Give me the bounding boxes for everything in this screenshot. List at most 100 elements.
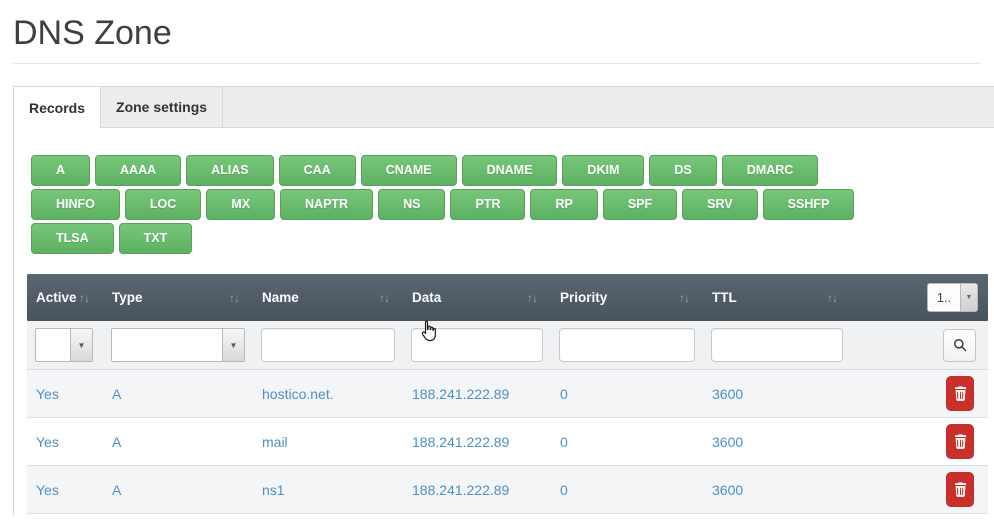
- record-actions-cell: [851, 472, 988, 507]
- record-active-cell: Yes: [27, 482, 103, 498]
- pagination-select[interactable]: 1.. ▼: [927, 283, 978, 312]
- filter-ttl-input[interactable]: [711, 328, 843, 362]
- trash-icon: [954, 386, 967, 401]
- record-data-link[interactable]: 188.241.222.89: [412, 385, 510, 402]
- record-priority-cell: 0: [551, 386, 703, 402]
- record-active-link[interactable]: Yes: [36, 433, 59, 450]
- sort-icon[interactable]: ↑↓: [229, 290, 240, 305]
- record-type-button-dmarc[interactable]: DMARC: [721, 155, 819, 186]
- column-header-priority[interactable]: Priority ↑↓: [551, 290, 703, 305]
- record-type-button-naptr[interactable]: NAPTR: [280, 189, 374, 220]
- filter-data-input[interactable]: [411, 328, 543, 362]
- record-type-cell: A: [103, 386, 253, 402]
- record-type-button-caa[interactable]: CAA: [278, 155, 356, 186]
- sort-icon[interactable]: ↑↓: [79, 290, 90, 305]
- record-active-link[interactable]: Yes: [36, 481, 59, 498]
- record-type-button-loc[interactable]: LOC: [124, 189, 202, 220]
- record-type-button-rp[interactable]: RP: [530, 189, 598, 220]
- record-type-button-row: HINFO LOC MX NAPTR NS PTR RP SPF SRV SSHFP: [31, 189, 985, 223]
- record-active-link[interactable]: Yes: [36, 385, 59, 402]
- record-ttl-cell: 3600: [703, 386, 851, 402]
- filter-active-select[interactable]: ▼: [35, 328, 93, 362]
- column-header-label: Data: [412, 290, 442, 305]
- record-type-button-hinfo[interactable]: HINFO: [31, 189, 120, 220]
- delete-record-button[interactable]: [946, 424, 974, 459]
- record-type-button-aaaa[interactable]: AAAA: [95, 155, 182, 186]
- record-type-button-a[interactable]: A: [31, 155, 91, 186]
- search-button[interactable]: [943, 328, 976, 362]
- tab-label: Records: [29, 99, 86, 116]
- page-title: DNS Zone: [13, 14, 172, 52]
- filter-priority-input[interactable]: [559, 328, 695, 362]
- column-header-data[interactable]: Data ↑↓: [403, 290, 551, 305]
- record-type-link[interactable]: A: [112, 433, 122, 450]
- caret-down-icon: ▼: [70, 329, 92, 361]
- trash-icon: [954, 482, 967, 497]
- record-priority-cell: 0: [551, 482, 703, 498]
- record-type-button-mx[interactable]: MX: [206, 189, 276, 220]
- dns-records-table: Active ↑↓ Type ↑↓ Name ↑↓ Data ↑↓ Priority ↑↓ TTL ↑…: [27, 274, 988, 514]
- record-type-button-cname[interactable]: CNAME: [360, 155, 457, 186]
- tab-zone-settings[interactable]: Zone settings: [101, 87, 224, 127]
- column-header-ttl[interactable]: TTL ↑↓: [703, 290, 851, 305]
- record-ttl-link[interactable]: 3600: [712, 433, 744, 450]
- sort-icon[interactable]: ↑↓: [379, 290, 390, 305]
- record-type-button-tlsa[interactable]: TLSA: [31, 223, 114, 254]
- record-type-button-ptr[interactable]: PTR: [450, 189, 526, 220]
- title-divider: [13, 63, 981, 64]
- filter-cell-type: ▼: [103, 328, 253, 362]
- record-type-button-ns[interactable]: NS: [378, 189, 446, 220]
- delete-record-button[interactable]: [946, 472, 974, 507]
- record-ttl-link[interactable]: 3600: [712, 385, 744, 402]
- search-icon: [953, 338, 967, 352]
- table-filter-row: ▼ ▼: [27, 321, 988, 370]
- record-type-button-spf[interactable]: SPF: [602, 189, 678, 220]
- record-actions-cell: [851, 376, 988, 411]
- caret-down-icon: ▼: [222, 329, 244, 361]
- column-header-label: Priority: [560, 290, 608, 305]
- record-type-button-srv[interactable]: SRV: [682, 189, 758, 220]
- record-priority-link[interactable]: 0: [560, 385, 568, 402]
- sort-icon[interactable]: ↑↓: [527, 290, 538, 305]
- delete-record-button[interactable]: [946, 376, 974, 411]
- record-type-button-txt[interactable]: TXT: [118, 223, 193, 254]
- column-header-label: Active: [36, 290, 77, 305]
- record-type-link[interactable]: A: [112, 385, 122, 402]
- column-header-label: Name: [262, 290, 299, 305]
- record-type-link[interactable]: A: [112, 481, 122, 498]
- record-ttl-link[interactable]: 3600: [712, 481, 744, 498]
- record-priority-link[interactable]: 0: [560, 481, 568, 498]
- record-type-button-dkim[interactable]: DKIM: [562, 155, 645, 186]
- record-type-cell: A: [103, 434, 253, 450]
- column-header-name[interactable]: Name ↑↓: [253, 290, 403, 305]
- record-type-button-ds[interactable]: DS: [649, 155, 717, 186]
- record-type-button-dname[interactable]: DNAME: [461, 155, 558, 186]
- tab-label: Zone settings: [116, 99, 208, 115]
- column-header-type[interactable]: Type ↑↓: [103, 290, 253, 305]
- table-header-row: Active ↑↓ Type ↑↓ Name ↑↓ Data ↑↓ Priority ↑↓ TTL ↑…: [27, 274, 988, 321]
- record-type-button-sshfp[interactable]: SSHFP: [762, 189, 855, 220]
- column-header-active[interactable]: Active ↑↓: [27, 290, 103, 305]
- record-type-button-group: A AAAA ALIAS CAA CNAME DNAME DKIM DS DMARC HINFO L…: [31, 155, 985, 257]
- column-header-label: TTL: [712, 290, 737, 305]
- sort-icon[interactable]: ↑↓: [679, 290, 690, 305]
- record-active-cell: Yes: [27, 434, 103, 450]
- filter-cell-name: [253, 328, 403, 362]
- record-name-link[interactable]: mail: [262, 433, 288, 450]
- filter-type-select[interactable]: ▼: [111, 328, 245, 362]
- tab-records[interactable]: Records: [14, 86, 102, 128]
- record-name-link[interactable]: hostico.net.: [262, 385, 334, 402]
- record-name-link[interactable]: ns1: [262, 481, 285, 498]
- record-priority-link[interactable]: 0: [560, 433, 568, 450]
- filter-cell-actions: [851, 328, 988, 362]
- filter-name-input[interactable]: [261, 328, 395, 362]
- record-data-link[interactable]: 188.241.222.89: [412, 481, 510, 498]
- record-type-button-row: TLSA TXT: [31, 223, 985, 257]
- record-name-cell: mail: [253, 434, 403, 450]
- record-ttl-cell: 3600: [703, 482, 851, 498]
- record-data-link[interactable]: 188.241.222.89: [412, 433, 510, 450]
- sort-icon[interactable]: ↑↓: [827, 290, 838, 305]
- record-type-button-alias[interactable]: ALIAS: [186, 155, 274, 186]
